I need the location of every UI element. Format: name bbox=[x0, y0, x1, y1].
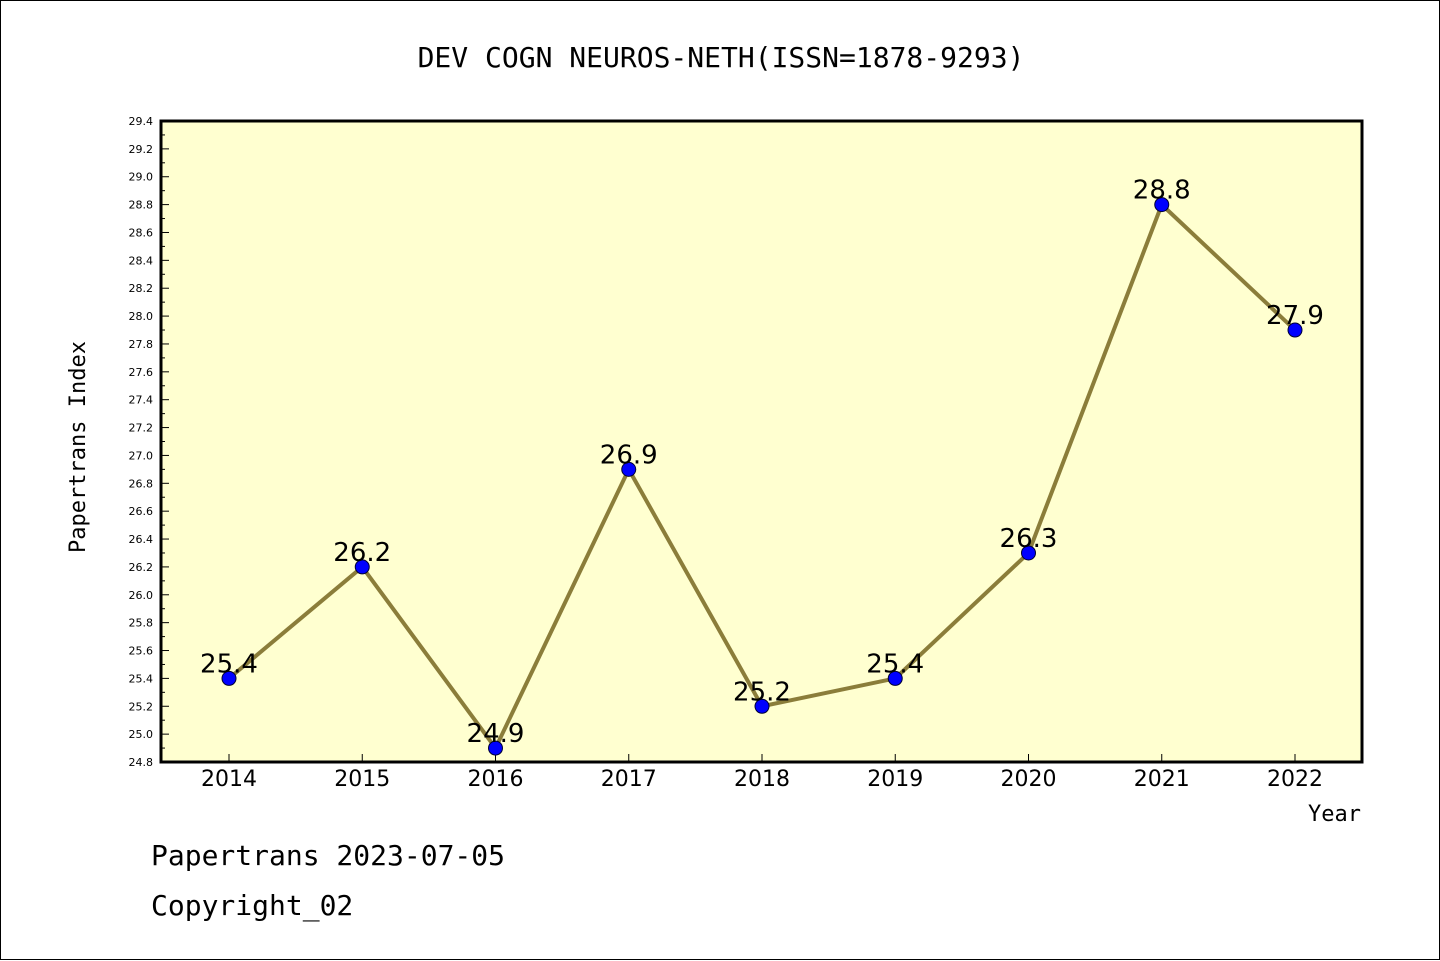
y-tick-label: 27.8 bbox=[129, 338, 154, 351]
data-points bbox=[221, 197, 1303, 756]
y-tick-label: 28.0 bbox=[129, 310, 154, 323]
data-point bbox=[754, 698, 770, 714]
x-tick-label: 2020 bbox=[1001, 767, 1057, 792]
y-tick-label: 27.0 bbox=[129, 449, 154, 462]
data-label: 26.3 bbox=[1000, 524, 1058, 554]
y-axis: 24.8 25.0 25.2 25.4 25.6 25.8 26.0 26.2 26.4 26.6… bbox=[129, 115, 169, 769]
x-tick-label: 2019 bbox=[867, 767, 923, 792]
y-tick-label: 25.2 bbox=[129, 700, 154, 713]
y-tick-label: 26.4 bbox=[129, 533, 154, 546]
data-label: 25.4 bbox=[200, 649, 258, 679]
plot-area bbox=[159, 119, 1364, 764]
chart-title: DEV COGN NEUROS-NETH(ISSN=1878-9293) bbox=[418, 41, 1025, 74]
data-point bbox=[887, 670, 903, 686]
y-tick-label: 28.6 bbox=[129, 226, 154, 239]
data-point bbox=[1021, 545, 1036, 561]
x-tick-label: 2018 bbox=[734, 767, 790, 792]
y-tick-label: 24.8 bbox=[129, 756, 154, 769]
x-tick-label: 2021 bbox=[1134, 767, 1190, 792]
data-label: 24.9 bbox=[467, 719, 525, 749]
y-tick-label: 26.0 bbox=[129, 589, 154, 602]
y-tick-label: 29.0 bbox=[129, 171, 154, 184]
y-tick-label: 25.8 bbox=[129, 617, 154, 630]
data-point bbox=[1287, 322, 1303, 338]
footer-copyright: Copyright_02 bbox=[151, 889, 353, 923]
data-label: 28.8 bbox=[1133, 176, 1191, 206]
x-axis-label: Year bbox=[1308, 802, 1361, 827]
x-tick-label: 2016 bbox=[468, 767, 524, 792]
data-label: 27.9 bbox=[1266, 301, 1324, 331]
x-tick-label: 2017 bbox=[601, 767, 657, 792]
x-tick-label: 2022 bbox=[1267, 767, 1323, 792]
y-tick-label: 25.6 bbox=[129, 645, 154, 658]
x-axis: 2014 2015 2016 2017 2018 2019 2020 2021 2022 bbox=[201, 754, 1323, 792]
y-tick-label: 27.6 bbox=[129, 366, 154, 379]
data-point bbox=[221, 670, 237, 686]
data-point bbox=[488, 740, 503, 756]
x-tick-label: 2015 bbox=[334, 767, 390, 792]
y-tick-label: 25.4 bbox=[129, 672, 154, 685]
y-tick-label: 28.2 bbox=[129, 282, 154, 295]
data-label: 26.9 bbox=[600, 440, 658, 470]
y-tick-label: 29.4 bbox=[129, 115, 154, 128]
y-tick-label: 27.2 bbox=[129, 422, 154, 435]
y-tick-label: 29.2 bbox=[129, 143, 154, 156]
y-tick-label: 25.0 bbox=[129, 728, 154, 741]
x-tick-label: 2014 bbox=[201, 767, 257, 792]
y-tick-label: 26.8 bbox=[129, 477, 154, 490]
data-label: 26.2 bbox=[333, 538, 391, 568]
y-tick-label: 26.2 bbox=[129, 561, 154, 574]
y-tick-label: 28.8 bbox=[129, 199, 154, 212]
data-label: 25.4 bbox=[866, 649, 924, 679]
data-labels: 25.4 26.2 24.9 26.9 25.2 25.4 26.3 28.8 27.9 bbox=[200, 176, 1324, 749]
data-label: 25.2 bbox=[733, 677, 791, 707]
data-point bbox=[354, 559, 370, 575]
footer-date: Papertrans 2023-07-05 bbox=[151, 839, 505, 872]
y-axis-label: Papertrans Index bbox=[66, 341, 91, 553]
y-tick-label: 28.4 bbox=[129, 254, 154, 267]
data-point bbox=[621, 461, 637, 477]
y-tick-label: 26.6 bbox=[129, 505, 154, 518]
y-tick-label: 27.4 bbox=[129, 394, 154, 407]
data-point bbox=[1154, 197, 1170, 213]
